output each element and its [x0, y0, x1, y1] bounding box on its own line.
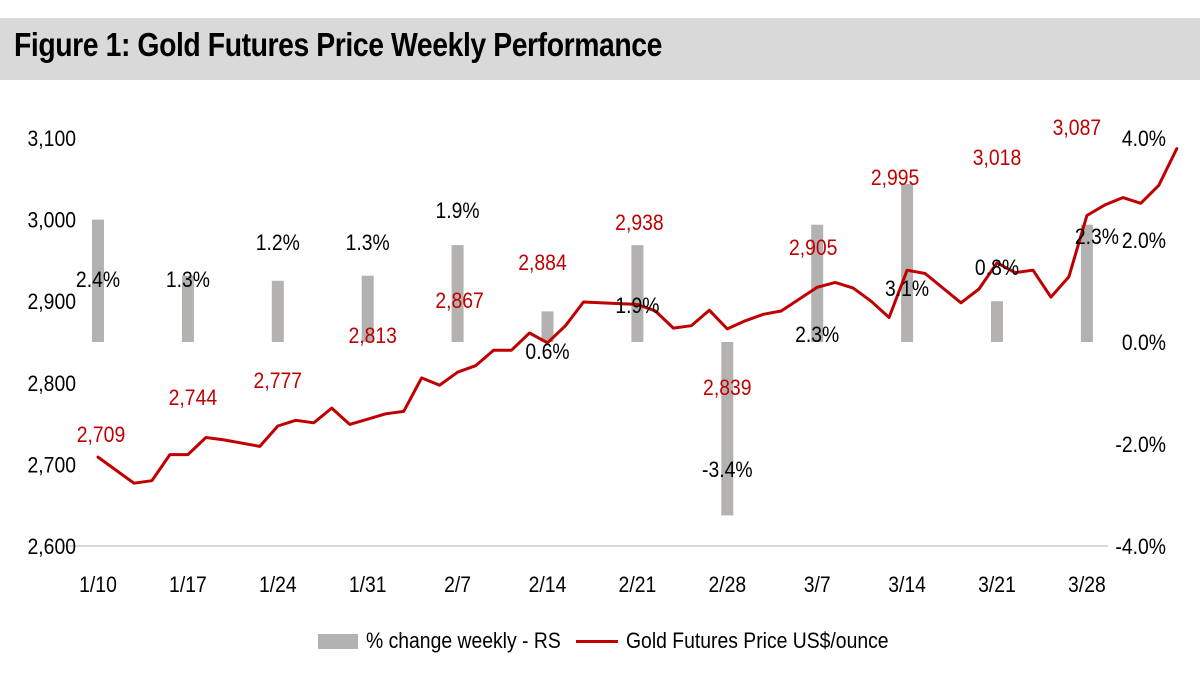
bar [361, 275, 374, 342]
bar [811, 224, 824, 342]
x-tick-label: 3/14 [888, 573, 926, 597]
bar-value-label: -3.4% [702, 458, 753, 482]
bar-value-label: 2.4% [76, 268, 120, 292]
y-right-tick-label: 4.0% [1122, 127, 1166, 151]
price-value-label: 2,839 [703, 376, 751, 400]
price-value-label: 2,744 [169, 386, 217, 410]
price-value-label: 2,813 [348, 324, 396, 348]
bar [991, 301, 1003, 342]
y-right-tick-label: -2.0% [1115, 433, 1166, 457]
y-left-tick-label: 2,900 [28, 290, 76, 314]
y-right-tick-label: 0.0% [1122, 331, 1166, 355]
price-line [96, 147, 1179, 485]
x-tick-label: 2/28 [708, 573, 746, 597]
price-value-label: 2,709 [77, 423, 125, 447]
x-tick-label: 1/10 [79, 573, 117, 597]
legend-line-swatch [576, 639, 618, 643]
legend-line-label: Gold Futures Price US$/ounce [626, 628, 889, 653]
price-value-label: 3,018 [973, 146, 1021, 170]
y-right-tick-label: 2.0% [1122, 229, 1166, 253]
price-value-label: 2,884 [518, 251, 566, 275]
bar-value-label: 1.3% [346, 231, 390, 255]
price-value-label: 2,938 [615, 211, 663, 235]
line-series [96, 147, 1179, 485]
tick-labels: 2,600 2,700 2,800 2,900 3,000 3,100 -4.0% -2.0%… [28, 127, 1166, 597]
bar [721, 342, 734, 516]
bar-value-label: 3.1% [885, 277, 929, 301]
legend-item-line: Gold Futures Price US$/ounce [576, 626, 924, 656]
bar-value-label: 1.3% [166, 268, 210, 292]
x-tick-label: 2/14 [529, 573, 567, 597]
y-left-tick-label: 3,100 [28, 127, 76, 151]
legend-bar-swatch [318, 633, 358, 649]
price-value-label: 2,777 [254, 369, 302, 393]
bar [541, 311, 554, 342]
x-tick-label: 3/21 [978, 573, 1016, 597]
legend-bar-label: % change weekly - RS [366, 628, 561, 653]
y-right-tick-label: -4.0% [1115, 535, 1166, 559]
data-labels: 2.4% 1.3% 1.2% 1.3% 1.9% 0.6% 1.9% -3.4% 2.3% 3.1… [76, 116, 1119, 482]
price-value-label: 3,087 [1053, 116, 1101, 140]
x-tick-label: 1/17 [169, 573, 207, 597]
bar-value-label: 2.3% [795, 323, 839, 347]
price-value-label: 2,867 [435, 289, 483, 313]
x-tick-label: 2/21 [619, 573, 657, 597]
bar-value-label: 1.9% [436, 199, 480, 223]
legend: % change weekly - RS Gold Futures Price … [0, 626, 1200, 656]
bar-value-label: 1.2% [256, 231, 300, 255]
y-left-tick-label: 3,000 [28, 208, 76, 232]
bar [451, 245, 464, 342]
y-left-tick-label: 2,800 [28, 372, 76, 396]
bar-value-label: 1.9% [615, 294, 659, 318]
title-bar [0, 18, 1200, 80]
bar-series [92, 183, 1093, 516]
bar-value-label: 0.6% [525, 340, 569, 364]
price-value-label: 2,905 [789, 236, 837, 260]
x-tick-label: 1/24 [259, 573, 297, 597]
chart-title: Figure 1: Gold Futures Price Weekly Perf… [14, 26, 662, 63]
bar [631, 245, 644, 342]
bar [92, 219, 104, 342]
y-left-tick-label: 2,700 [28, 453, 76, 477]
bar-value-label: 0.8% [975, 256, 1019, 280]
x-tick-label: 2/7 [444, 573, 471, 597]
bar [181, 275, 194, 342]
y-left-tick-label: 2,600 [28, 535, 76, 559]
x-tick-label: 3/7 [804, 573, 831, 597]
chart-canvas: 2.4% 1.3% 1.2% 1.3% 1.9% 0.6% 1.9% -3.4% 2.3% 3.1… [28, 116, 1179, 597]
legend-item-bars: % change weekly - RS [318, 626, 587, 656]
bar-value-label: 2.3% [1075, 225, 1119, 249]
bar [1080, 224, 1093, 342]
x-tick-label: 1/31 [349, 573, 387, 597]
bar [271, 280, 284, 342]
bar [901, 183, 914, 342]
x-tick-label: 3/28 [1068, 573, 1106, 597]
price-value-label: 2,995 [871, 166, 919, 190]
